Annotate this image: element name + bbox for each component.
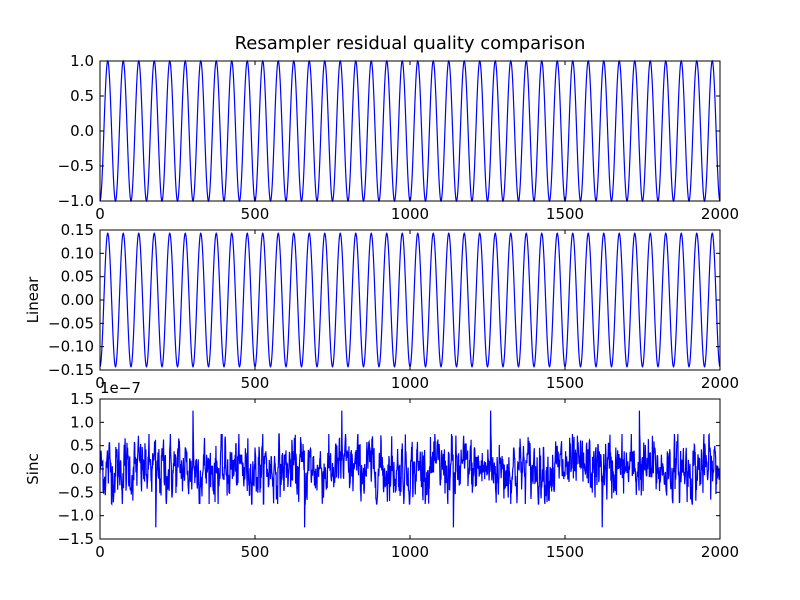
y-tick-label: 1.5 — [70, 390, 94, 408]
y-axis-label-linear: Linear — [24, 276, 42, 323]
x-tick-label: 500 — [241, 543, 270, 561]
x-tick-label: 2000 — [701, 205, 739, 223]
panel-sinc: 0 500 1000 1500 2000 1.5 1.0 0.5 0.0 −0.5 −1.0 −1.5… — [24, 379, 739, 561]
axis-offset-label: 1e−7 — [100, 379, 141, 397]
y-tick-label: −0.5 — [58, 157, 94, 175]
x-tick-label: 0 — [95, 205, 105, 223]
x-tick-label: 1500 — [546, 374, 584, 392]
x-tick-label: 0 — [95, 543, 105, 561]
y-tick-label: −1.5 — [58, 530, 94, 548]
y-tick-label: 0.0 — [70, 122, 94, 140]
chart-title: Resampler residual quality comparison — [235, 33, 586, 54]
y-tick-label: −0.15 — [48, 361, 94, 379]
y-tick-label: 0.05 — [61, 268, 94, 286]
x-tick-label: 0 — [95, 374, 105, 392]
x-tick-label: 2000 — [701, 543, 739, 561]
y-tick-label: 0.10 — [61, 244, 94, 262]
y-tick-label: 1.0 — [70, 413, 94, 431]
x-tick-label: 1500 — [546, 543, 584, 561]
y-tick-label: −0.05 — [48, 314, 94, 332]
y-tick-label: 0.5 — [70, 87, 94, 105]
y-tick-label: 1.0 — [70, 52, 94, 70]
x-tick-label: 2000 — [701, 374, 739, 392]
panel-signal: 0 500 1000 1500 2000 1.0 0.5 0.0 −0.5 −1.0 — [58, 52, 740, 223]
x-tick-label: 1000 — [391, 374, 429, 392]
y-tick-label: 0.15 — [61, 221, 94, 239]
y-tick-label: 0.00 — [61, 291, 94, 309]
y-tick-label: −0.5 — [58, 483, 94, 501]
x-tick-label: 1000 — [391, 543, 429, 561]
x-tick-label: 500 — [241, 374, 270, 392]
y-tick-label: −1.0 — [58, 507, 94, 525]
x-tick-label: 1000 — [391, 205, 429, 223]
y-axis-label-sinc: Sinc — [24, 453, 42, 484]
y-tick-label: −0.10 — [48, 338, 94, 356]
y-tick-label: −1.0 — [58, 192, 94, 210]
y-tick-label: 0.5 — [70, 437, 94, 455]
x-tick-label: 500 — [241, 205, 270, 223]
y-tick-label: 0.0 — [70, 460, 94, 478]
panel-linear: 0 500 1000 1500 2000 0.15 0.10 0.05 0.00 −0.05 −0.… — [24, 221, 739, 392]
x-tick-label: 1500 — [546, 205, 584, 223]
series-line-sinc-0 — [99, 410, 721, 528]
